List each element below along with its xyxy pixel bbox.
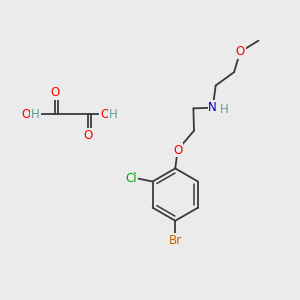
Text: Br: Br <box>169 234 182 247</box>
Text: H: H <box>31 108 40 121</box>
Text: H: H <box>109 108 118 121</box>
Text: H: H <box>220 103 228 116</box>
Text: O: O <box>22 108 31 121</box>
Text: O: O <box>83 129 92 142</box>
Text: O: O <box>173 143 182 157</box>
Text: O: O <box>100 108 109 121</box>
Text: O: O <box>50 86 59 99</box>
Text: Cl: Cl <box>125 172 137 185</box>
Text: N: N <box>208 101 217 114</box>
Text: O: O <box>236 45 245 58</box>
